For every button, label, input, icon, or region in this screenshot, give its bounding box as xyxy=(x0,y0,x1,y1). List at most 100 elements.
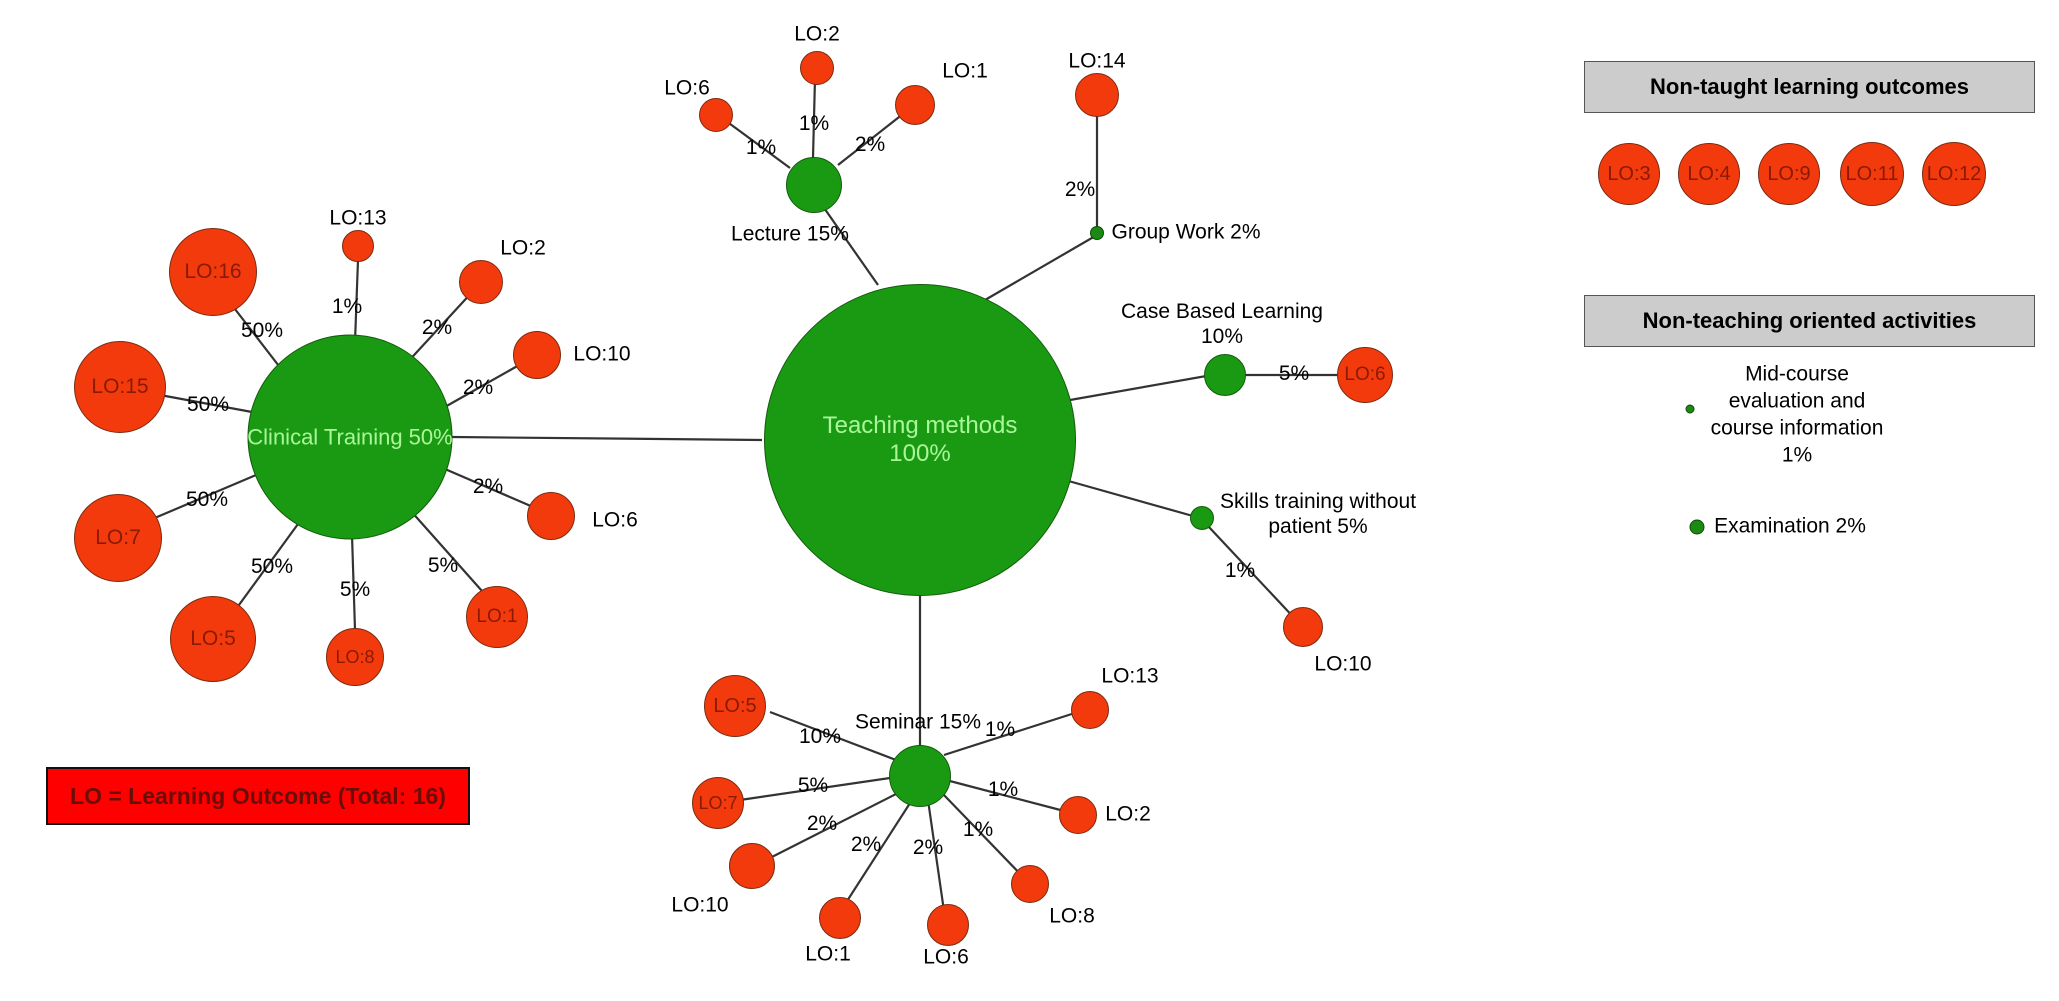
label-lo6-lecture: LO:6 xyxy=(664,76,710,100)
label-lo10-skills: LO:10 xyxy=(1314,652,1372,676)
edge-clinical-lo10 xyxy=(435,359,529,413)
weight-seminar-lo13: 1% xyxy=(984,718,1016,741)
node-lo1-clinical[interactable]: LO:1 xyxy=(466,586,528,648)
legend-node-lo12[interactable]: LO:12 xyxy=(1922,142,1986,206)
weight-clinical-lo5: 50% xyxy=(250,555,294,578)
weight-clinical-lo2: 2% xyxy=(421,316,453,339)
legend-lo-key: LO = Learning Outcome (Total: 16) xyxy=(46,767,470,825)
edge-clinical-lo16 xyxy=(227,299,283,371)
weight-seminar-lo5: 10% xyxy=(798,725,842,748)
node-lo6-lecture[interactable] xyxy=(699,98,733,132)
edge-root-skills xyxy=(1064,478,1201,520)
node-lo10-seminar[interactable] xyxy=(729,843,775,889)
node-lo5-clinical[interactable]: LO:5 xyxy=(170,596,256,682)
edge-seminar-lo5 xyxy=(769,710,897,762)
node-clinical-training[interactable]: Clinical Training 50% xyxy=(247,334,453,540)
node-lo1-clinical-label: LO:1 xyxy=(476,606,518,628)
node-lo10-skills[interactable] xyxy=(1283,607,1323,647)
node-group-work[interactable] xyxy=(1090,226,1104,240)
node-lo6-clinical[interactable] xyxy=(527,492,575,540)
weight-clinical-lo15: 50% xyxy=(186,393,230,416)
weight-lecture-lo2: 1% xyxy=(798,112,830,135)
node-lo2-clinical[interactable] xyxy=(459,260,503,304)
legend-dot-mid-course[interactable] xyxy=(1685,404,1695,414)
edge-clinical-lo15 xyxy=(159,393,253,414)
label-case-based-learning: Case Based Learning 10% xyxy=(1121,300,1323,350)
legend-node-lo9[interactable]: LO:9 xyxy=(1758,143,1820,205)
edge-clinical-lo2 xyxy=(403,289,475,367)
node-lo1-lecture[interactable] xyxy=(895,85,935,125)
node-lo6-cbl[interactable]: LO:6 xyxy=(1337,347,1393,403)
edge-root-clinical xyxy=(451,435,763,442)
legend-node-lo9-label: LO:9 xyxy=(1767,162,1811,185)
node-lo8-clinical[interactable]: LO:8 xyxy=(326,628,384,686)
legend-node-lo11[interactable]: LO:11 xyxy=(1840,142,1904,206)
node-skills-training[interactable] xyxy=(1190,506,1214,530)
node-lo8-clinical-label: LO:8 xyxy=(335,646,375,667)
legend-node-lo4[interactable]: LO:4 xyxy=(1678,143,1740,205)
node-teaching-methods[interactable]: Teaching methods 100% xyxy=(764,284,1076,596)
weight-clinical-lo7: 50% xyxy=(185,488,229,511)
node-lo8-seminar[interactable] xyxy=(1011,865,1049,903)
node-lo15-clinical[interactable]: LO:15 xyxy=(74,341,166,433)
edge-clinical-lo8 xyxy=(350,534,357,631)
node-lo6-seminar[interactable] xyxy=(927,904,969,946)
weight-clinical-lo13: 1% xyxy=(331,295,363,318)
node-lo1-seminar[interactable] xyxy=(819,897,861,939)
node-lo10-clinical[interactable] xyxy=(513,331,561,379)
node-case-based-learning[interactable] xyxy=(1204,354,1246,396)
node-lo14-groupwork[interactable] xyxy=(1075,73,1119,117)
label-lo10-clinical: LO:10 xyxy=(573,342,631,366)
legend-node-lo3-label: LO:3 xyxy=(1607,162,1651,185)
node-lo15-clinical-label: LO:15 xyxy=(91,374,149,398)
node-lo7-clinical-label: LO:7 xyxy=(95,525,141,549)
node-lo2-seminar[interactable] xyxy=(1059,796,1097,834)
edge-lecture-lo6 xyxy=(721,117,791,169)
weight-clinical-lo16: 50% xyxy=(240,319,284,342)
edge-clinical-lo1 xyxy=(409,509,491,601)
edge-root-lecture xyxy=(821,204,879,286)
node-seminar[interactable] xyxy=(889,745,951,807)
legend-dot-examination[interactable] xyxy=(1689,519,1705,535)
label-group-work: Group Work 2% xyxy=(1111,220,1261,244)
root-percent: 100% xyxy=(889,440,951,467)
label-lo6-seminar: LO:6 xyxy=(923,945,969,969)
node-lo5-seminar[interactable]: LO:5 xyxy=(704,675,766,737)
weight-clinical-lo1: 5% xyxy=(427,554,459,577)
legend-non-taught-title: Non-taught learning outcomes xyxy=(1584,61,2035,113)
legend-mid-course-label: Mid-course evaluation and course informa… xyxy=(1710,362,1884,466)
weight-seminar-lo8: 1% xyxy=(962,818,994,841)
edge-lecture-lo1 xyxy=(837,109,909,166)
node-lo16-clinical[interactable]: LO:16 xyxy=(169,228,257,316)
legend-non-teaching-title-text: Non-teaching oriented activities xyxy=(1642,308,1977,333)
legend-node-lo12-label: LO:12 xyxy=(1926,162,1982,185)
weight-seminar-lo2: 1% xyxy=(987,778,1019,801)
label-lo1-seminar: LO:1 xyxy=(805,942,851,966)
weight-seminar-lo6: 2% xyxy=(912,836,944,859)
weight-clinical-lo8: 5% xyxy=(339,578,371,601)
label-lo6-clinical: LO:6 xyxy=(592,508,638,532)
cbl-title: Case Based Learning xyxy=(1121,300,1323,324)
legend-lo-key-text: LO = Learning Outcome (Total: 16) xyxy=(70,782,446,809)
edge-seminar-lo8 xyxy=(941,792,1029,883)
edge-clinical-lo5 xyxy=(227,523,299,621)
skills-title: Skills training without xyxy=(1219,490,1417,514)
edge-seminar-lo2 xyxy=(945,778,1069,814)
weight-skills-lo10: 1% xyxy=(1224,559,1256,582)
label-lo1-lecture: LO:1 xyxy=(942,59,988,83)
legend-examination-label: Examination 2% xyxy=(1714,514,1866,538)
node-lo2-lecture[interactable] xyxy=(800,51,834,85)
node-lo7-seminar[interactable]: LO:7 xyxy=(692,777,744,829)
node-lecture[interactable] xyxy=(786,157,842,213)
legend-node-lo3[interactable]: LO:3 xyxy=(1598,143,1660,205)
node-lo13-seminar[interactable] xyxy=(1071,691,1109,729)
edge-skills-lo10 xyxy=(1207,525,1299,623)
weight-clinical-lo6: 2% xyxy=(472,475,504,498)
label-lo2-lecture: LO:2 xyxy=(794,22,840,46)
node-lo7-clinical[interactable]: LO:7 xyxy=(74,494,162,582)
label-lecture: Lecture 15% xyxy=(731,222,849,246)
label-seminar: Seminar 15% xyxy=(854,710,982,734)
node-lo13-clinical[interactable] xyxy=(342,230,374,262)
edge-clinical-lo6 xyxy=(437,464,541,512)
edge-lecture-lo2 xyxy=(811,77,817,159)
